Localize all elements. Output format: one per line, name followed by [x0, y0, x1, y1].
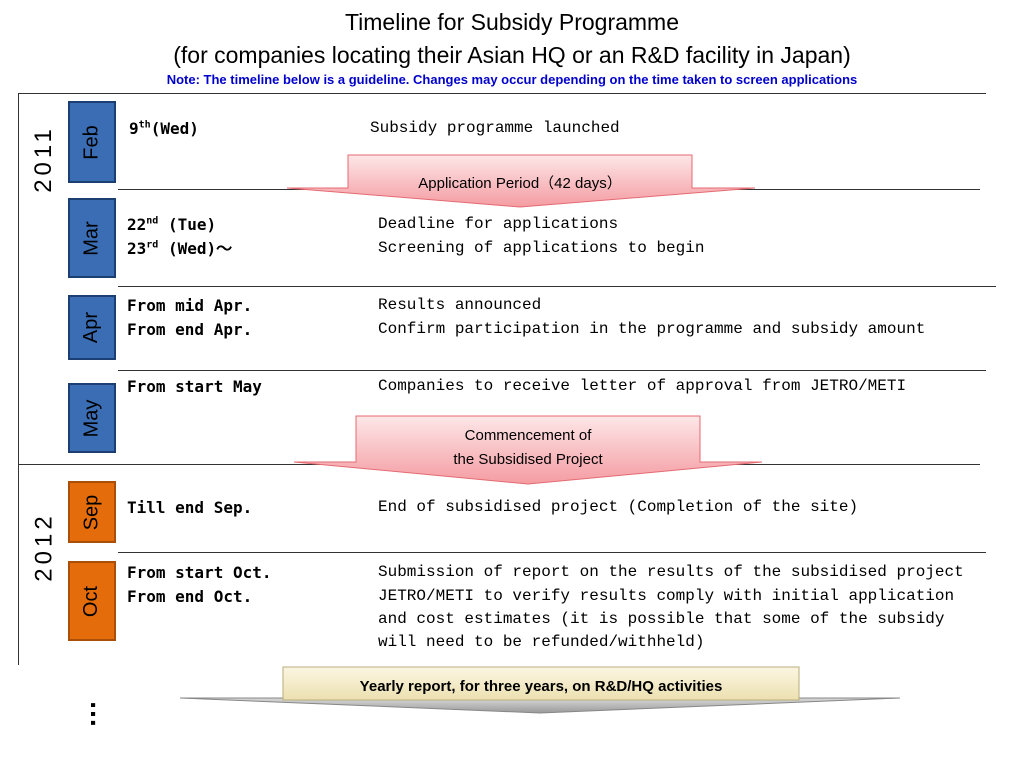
guideline-note: Note: The timeline below is a guideline.… — [166, 72, 858, 87]
divider-sep-oct — [118, 552, 986, 553]
month-oct: Oct — [68, 561, 116, 641]
oct-date-1: From start Oct. — [127, 563, 272, 582]
continuation-dots: … — [85, 700, 116, 724]
oct-date-2: From end Oct. — [127, 587, 253, 606]
oct-desc-4: will need to be refunded/withheld) — [378, 633, 705, 651]
feb-desc: Subsidy programme launched — [370, 119, 620, 137]
yearly-report-label: Yearly report, for three years, on R&D/H… — [359, 678, 723, 695]
month-sep-label: Sep — [80, 494, 103, 530]
left-border — [18, 93, 19, 665]
may-desc-1: Companies to receive letter of approval … — [378, 377, 907, 395]
month-may: May — [68, 383, 116, 453]
commencement-label-2: the Subsidised Project — [453, 451, 603, 468]
year-2012: 2012 — [30, 512, 58, 582]
month-mar-label: Mar — [80, 220, 103, 256]
feb-date: 9th(Wed) — [129, 119, 199, 138]
commencement-label-1: Commencement of — [464, 427, 592, 444]
sep-desc-1: End of subsidised project (Completion of… — [378, 498, 859, 516]
mar-date-1: 22nd (Tue) — [127, 215, 217, 234]
application-period-label: Application Period（42 days） — [418, 175, 622, 192]
mar-date-2: 23rd (Wed)～ — [127, 239, 233, 258]
sep-date-1: Till end Sep. — [127, 498, 253, 517]
may-date-1: From start May — [127, 377, 262, 396]
month-feb-label: Feb — [80, 124, 103, 160]
month-oct-label: Oct — [80, 585, 103, 617]
page-title: Timeline for Subsidy Programme — [344, 9, 680, 35]
month-sep: Sep — [68, 481, 116, 543]
apr-date-1: From mid Apr. — [127, 296, 253, 315]
apr-desc-2: Confirm participation in the programme a… — [378, 320, 926, 338]
divider-apr-may — [118, 370, 986, 371]
apr-desc-1: Results announced — [378, 296, 542, 314]
month-feb: Feb — [68, 101, 116, 183]
oct-desc-1: Submission of report on the results of t… — [378, 563, 964, 581]
month-apr-label: Apr — [80, 311, 103, 344]
top-border — [18, 93, 986, 94]
apr-date-2: From end Apr. — [127, 320, 253, 339]
page-subtitle: (for companies locating their Asian HQ o… — [173, 42, 851, 68]
yearly-report-shadow-shape — [179, 697, 901, 714]
divider-mar-apr — [118, 286, 996, 287]
month-mar: Mar — [68, 198, 116, 278]
oct-desc-3: and cost estimates (it is possible that … — [378, 610, 945, 628]
mar-desc-2: Screening of applications to begin — [378, 239, 705, 257]
month-may-label: May — [80, 399, 103, 437]
oct-desc-2: JETRO/METI to verify results comply with… — [378, 587, 955, 605]
year-2011: 2011 — [29, 125, 57, 193]
month-apr: Apr — [68, 295, 116, 360]
mar-desc-1: Deadline for applications — [378, 215, 619, 233]
